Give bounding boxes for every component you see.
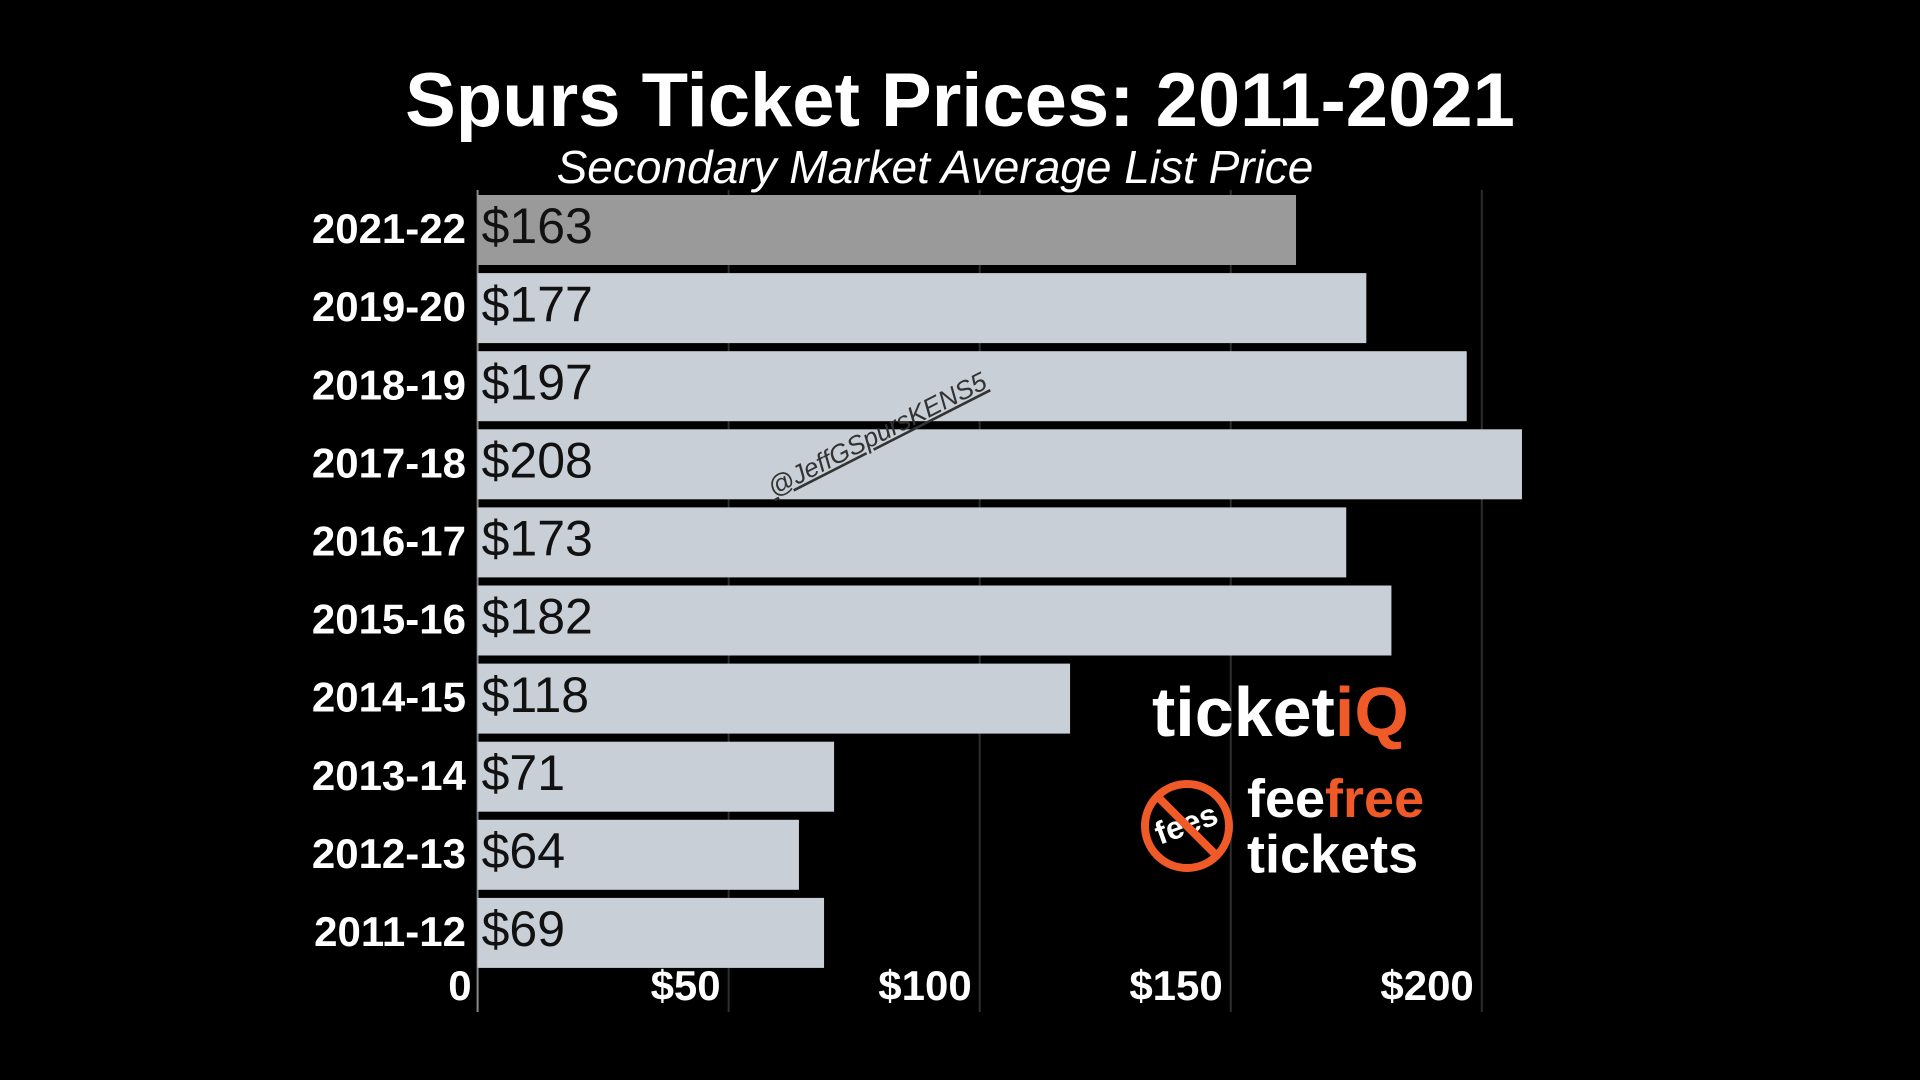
y-tick-label: 2021-22 bbox=[312, 205, 466, 252]
chart-subtitle: Secondary Market Average List Price bbox=[557, 141, 1314, 193]
value-label: $163 bbox=[482, 198, 593, 254]
value-label: $71 bbox=[482, 745, 565, 801]
bar bbox=[477, 741, 835, 812]
x-tick-label: $100 bbox=[878, 962, 971, 1009]
value-label: $69 bbox=[482, 901, 565, 957]
y-tick-label: 2013-14 bbox=[312, 752, 467, 799]
logo-feefree: feefree bbox=[1247, 769, 1424, 829]
logo-tickets: tickets bbox=[1247, 824, 1418, 884]
y-tick-label: 2011-12 bbox=[314, 908, 466, 955]
chart-title: Spurs Ticket Prices: 2011-2021 bbox=[405, 58, 1515, 143]
value-label: $64 bbox=[482, 823, 565, 879]
bar bbox=[477, 351, 1467, 422]
value-label: $197 bbox=[482, 354, 593, 410]
bar bbox=[477, 273, 1367, 344]
y-tick-label: 2014-15 bbox=[312, 674, 466, 721]
x-tick-label: $150 bbox=[1129, 962, 1222, 1009]
fees-strike bbox=[1154, 793, 1220, 859]
value-label: $118 bbox=[482, 667, 590, 723]
bar bbox=[477, 663, 1071, 734]
bar bbox=[477, 195, 1297, 265]
value-label: $173 bbox=[482, 511, 593, 567]
value-label: $177 bbox=[482, 276, 593, 332]
value-label: $208 bbox=[482, 433, 593, 489]
bar bbox=[477, 507, 1347, 578]
y-tick-label: 2018-19 bbox=[312, 361, 466, 408]
x-tick-label: 0 bbox=[448, 962, 471, 1009]
logo: ticketiQ fees feefree tickets bbox=[1141, 673, 1424, 884]
y-tick-label: 2015-16 bbox=[312, 596, 466, 643]
x-tick-label: $50 bbox=[651, 962, 721, 1009]
x-tick-label: $200 bbox=[1380, 962, 1473, 1009]
value-label: $182 bbox=[482, 589, 593, 645]
bars bbox=[477, 195, 1522, 968]
y-tick-label: 2019-20 bbox=[312, 283, 466, 330]
bar bbox=[477, 897, 825, 968]
logo-ticket: ticket bbox=[1152, 673, 1335, 751]
y-tick-label: 2017-18 bbox=[312, 439, 466, 486]
y-tick-label: 2012-13 bbox=[312, 830, 466, 877]
bar bbox=[477, 585, 1392, 656]
logo-text: ticketiQ bbox=[1152, 673, 1409, 751]
logo-iq: iQ bbox=[1335, 673, 1409, 751]
fees-icon bbox=[1141, 780, 1233, 872]
y-tick-label: 2016-17 bbox=[312, 517, 466, 564]
bar bbox=[477, 429, 1522, 500]
logo-free: free bbox=[1325, 769, 1424, 829]
bar bbox=[477, 819, 799, 890]
logo-fee: fee bbox=[1247, 769, 1325, 829]
